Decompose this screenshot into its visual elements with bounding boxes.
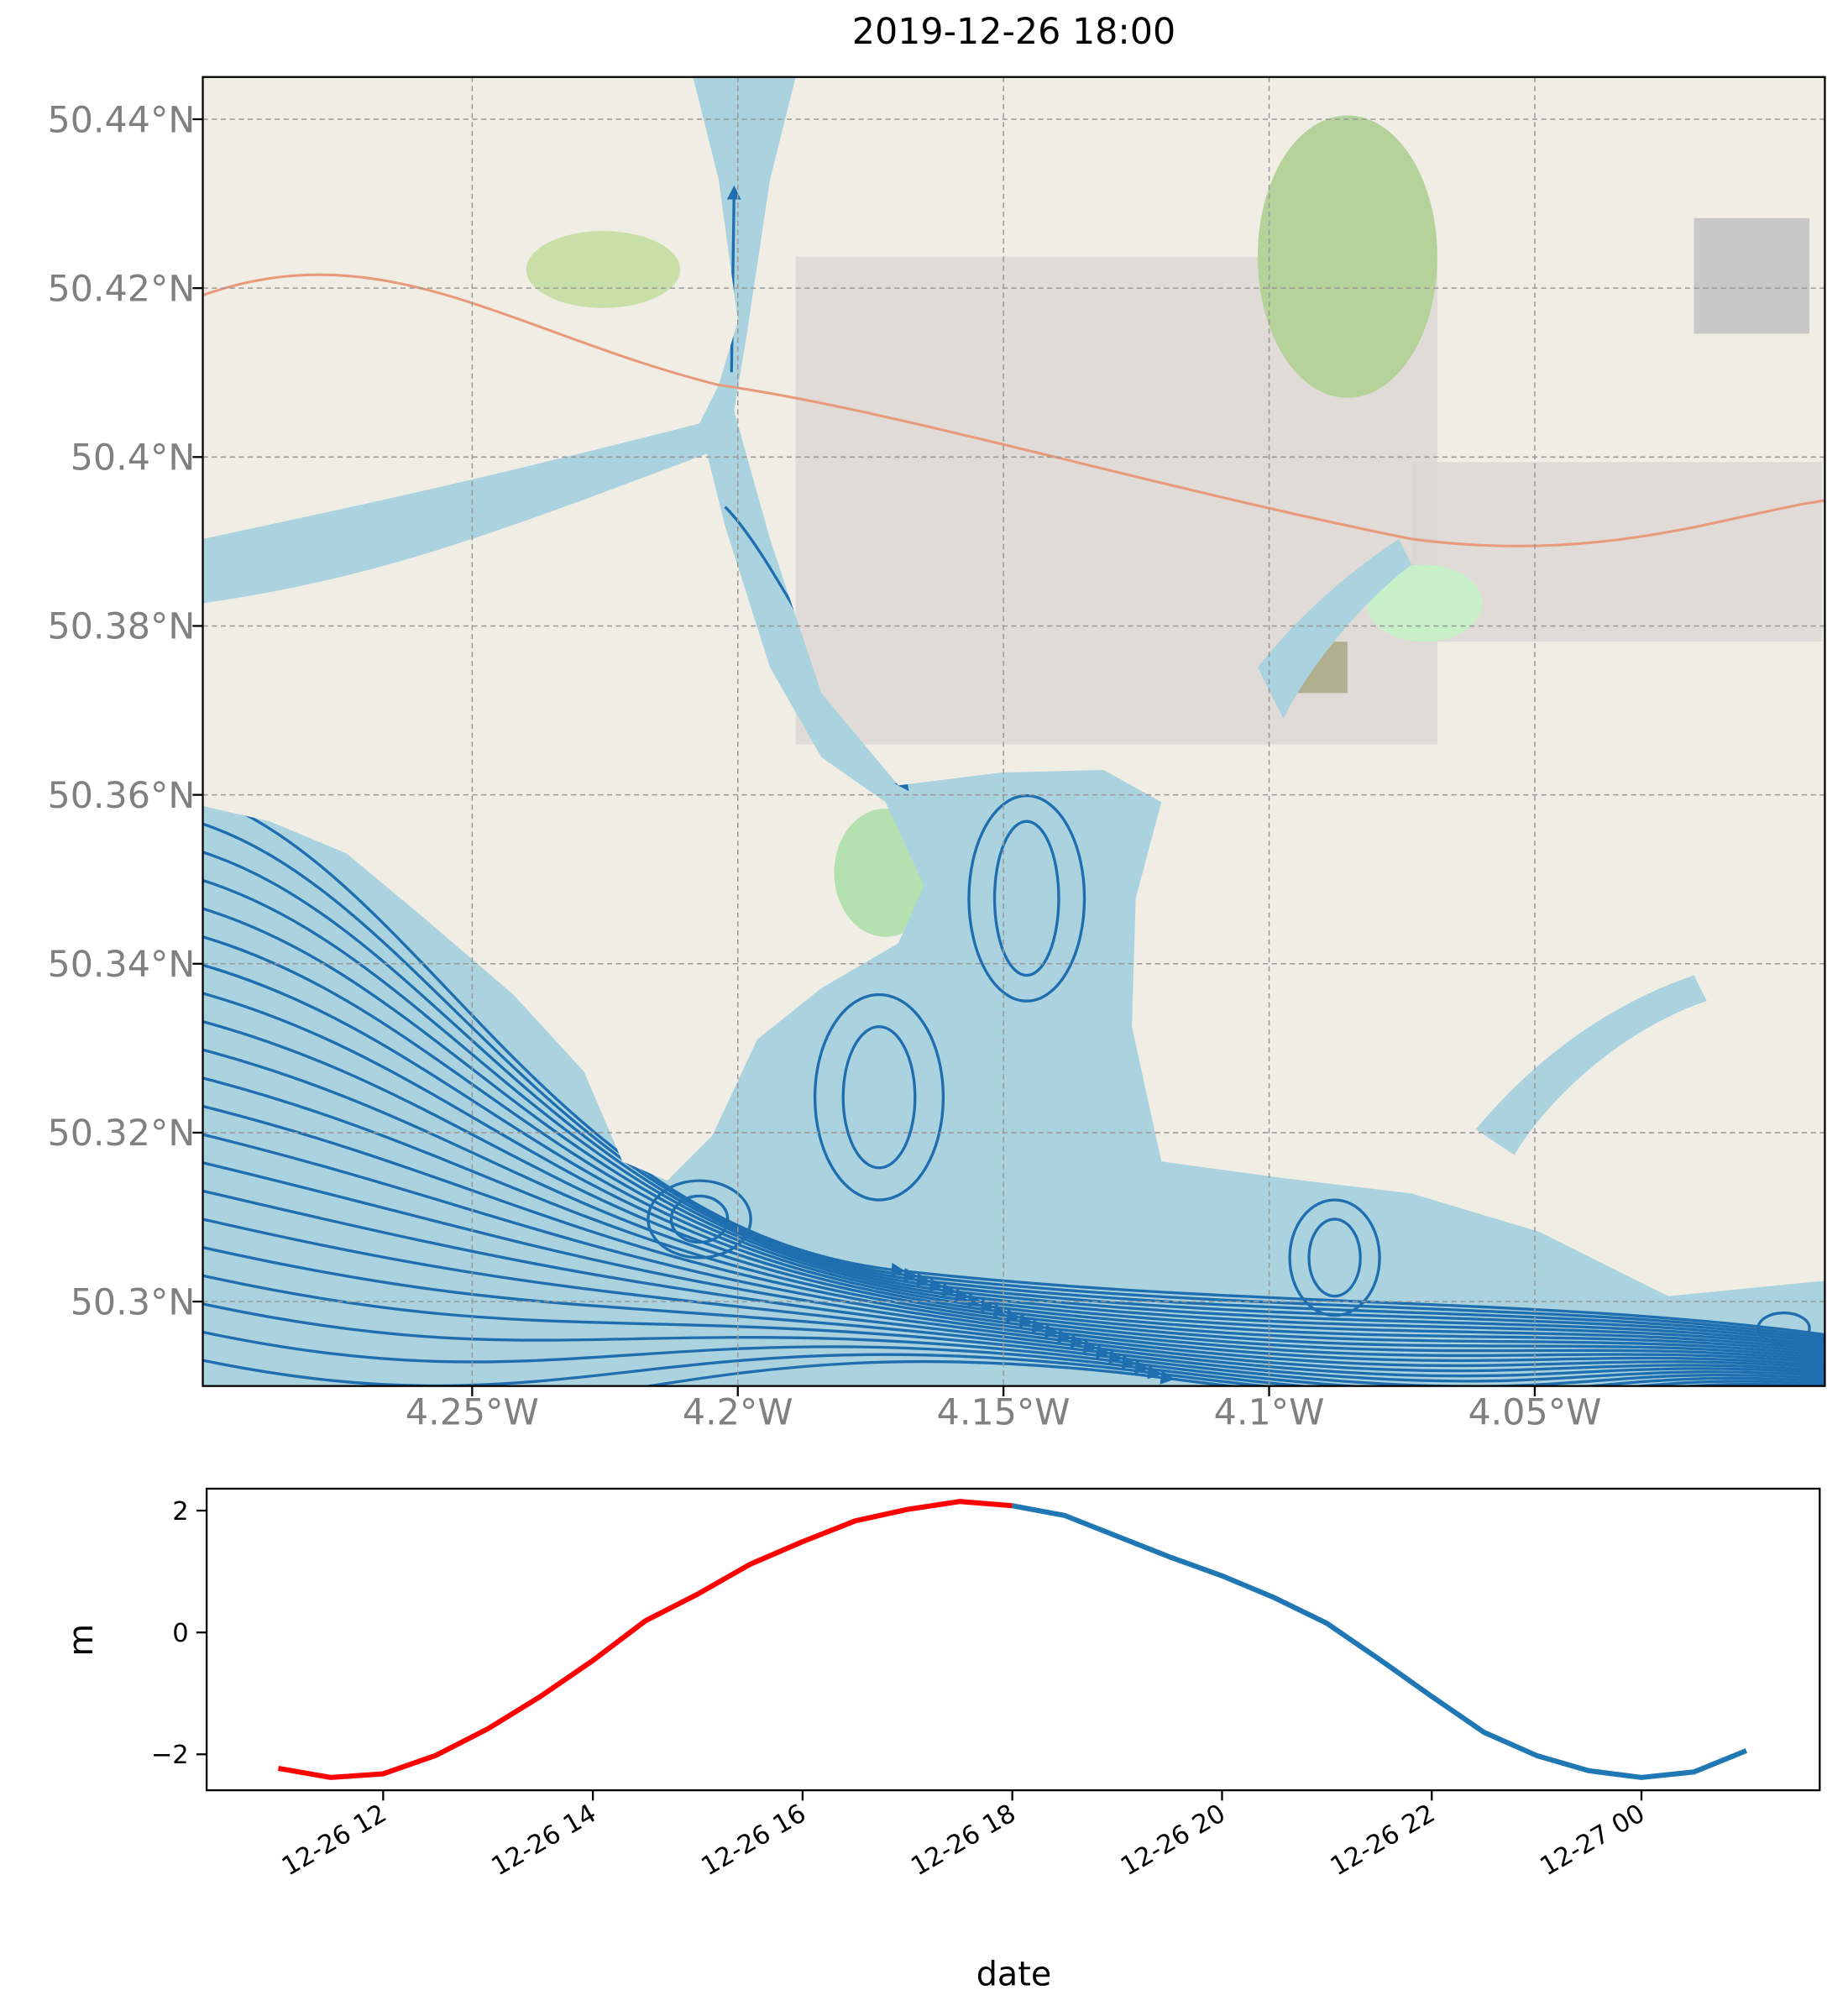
streamline: [202, 1133, 1825, 1367]
map-background: [202, 76, 1825, 1386]
x-tick-label: 12-26 22: [1326, 1799, 1440, 1882]
x-tick-label: 4.1°W: [1214, 1392, 1325, 1434]
map-frame: [202, 76, 1826, 1387]
streamline: [202, 822, 1825, 1339]
streamline: [202, 1245, 1825, 1383]
map-title: 2019-12-26 18:00: [852, 11, 1176, 53]
streamline: [202, 1161, 1825, 1369]
streamline: [202, 851, 1825, 1342]
streamline: [202, 1218, 1825, 1378]
streamline: [202, 935, 1825, 1349]
y-axis-label: m: [62, 1624, 101, 1657]
streamline: [202, 907, 1825, 1347]
x-tick-label: 12-26 12: [277, 1799, 391, 1882]
y-tick-label: 50.3°N: [71, 1281, 196, 1323]
y-tick-label: 50.34°N: [47, 944, 195, 986]
y-tick-label: 0: [172, 1619, 188, 1648]
streamline: [202, 1048, 1825, 1359]
x-tick-label: 12-27 00: [1536, 1799, 1650, 1882]
y-tick-label: 50.32°N: [47, 1113, 195, 1155]
streamline: [202, 1104, 1825, 1364]
x-tick-label: 4.15°W: [937, 1392, 1071, 1434]
streamline: [202, 1359, 1825, 1386]
streamline: [202, 963, 1825, 1352]
x-tick-label: 4.25°W: [406, 1392, 539, 1434]
x-tick-label: 12-26 16: [697, 1799, 811, 1882]
y-tick-label: 50.38°N: [47, 606, 195, 648]
y-tick-label: 50.42°N: [47, 268, 195, 310]
streamline: [202, 1274, 1825, 1386]
y-tick-label: 2: [172, 1497, 188, 1527]
streamlines: [202, 185, 1825, 1386]
x-tick-label: 12-26 18: [906, 1799, 1020, 1882]
streamline: [202, 794, 1825, 1337]
x-tick-label: 12-26 14: [487, 1799, 601, 1882]
x-axis-label: date: [976, 1955, 1052, 1993]
series-line: [1012, 1503, 1748, 1780]
streamline: [202, 1302, 1825, 1386]
y-tick-label: −2: [151, 1741, 189, 1770]
x-tick-label: 12-26 20: [1116, 1799, 1230, 1882]
streamline: [202, 992, 1825, 1354]
streamline: [202, 1076, 1825, 1362]
y-tick-label: 50.4°N: [71, 437, 196, 479]
streamline: [202, 1353, 1825, 1386]
y-tick-label: 50.36°N: [47, 775, 195, 817]
x-tick-label: 4.2°W: [683, 1392, 793, 1434]
streamline: [202, 1019, 1825, 1357]
plot-frame: [205, 1487, 1821, 1792]
streamline: [202, 1330, 1825, 1386]
streamline: [202, 878, 1825, 1344]
y-tick-label: 50.44°N: [47, 99, 195, 141]
x-tick-label: 4.05°W: [1468, 1392, 1601, 1434]
series-line: [277, 1499, 1013, 1780]
streamline: [202, 1189, 1825, 1373]
